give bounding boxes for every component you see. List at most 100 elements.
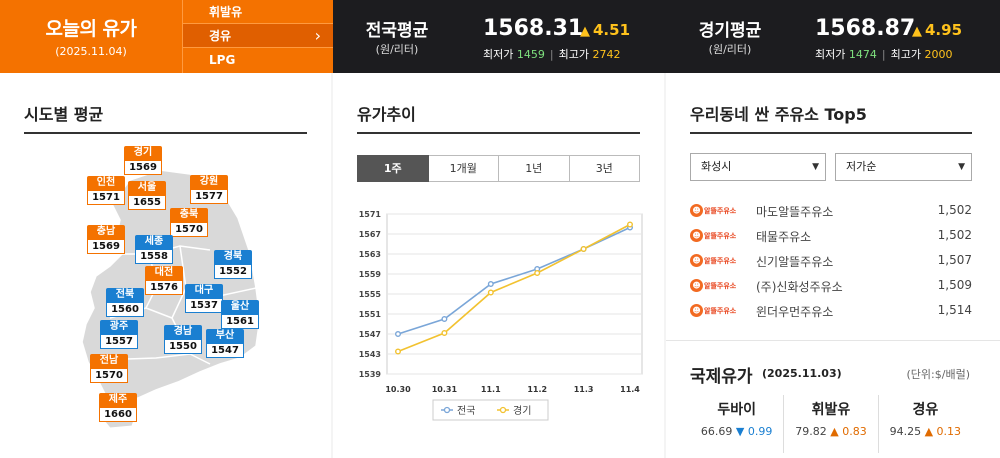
region-pin[interactable]: 세종 1558 — [135, 235, 173, 264]
region-pin-name: 전남 — [90, 354, 128, 368]
up-triangle-icon: ▲ — [830, 425, 839, 438]
region-select[interactable]: 화성시 ▼ — [690, 153, 826, 181]
region-pin-name: 경남 — [164, 325, 202, 339]
region-pin[interactable]: 제주 1660 — [99, 393, 137, 422]
legend-label: 전국 — [457, 405, 475, 417]
sort-select[interactable]: 저가순 ▼ — [835, 153, 972, 181]
station-name: 마도알뜰주유소 — [756, 205, 834, 219]
brand-name: 알뜰주유소 — [704, 232, 737, 240]
station-row[interactable]: ☻ 알뜰주유소 윈더우먼주유소 1,514 — [690, 301, 972, 326]
national-change-value: 4.51 — [593, 21, 631, 39]
data-point — [395, 330, 402, 337]
station-list: ☻ 알뜰주유소 마도알뜰주유소 1,502 ☻ 알뜰주유소 태물주유소 1,502 ☻ 알뜰주유소… — [690, 201, 972, 326]
tab-1-week[interactable]: 1주 — [357, 155, 429, 182]
station-price: 1,514 — [937, 303, 972, 317]
region-pin[interactable]: 경남 1550 — [164, 325, 202, 354]
region-pin[interactable]: 경기 1569 — [124, 146, 162, 175]
y-tick-label: 1555 — [359, 290, 382, 299]
tab-lpg[interactable]: LPG — [183, 48, 333, 72]
divider — [24, 132, 307, 134]
region-pin-name: 울산 — [221, 300, 259, 314]
station-row[interactable]: ☻ 알뜰주유소 태물주유소 1,502 — [690, 226, 972, 251]
top5-title: 우리동네 싼 주유소 Top5 — [690, 105, 867, 124]
intl-price-columns: 두바이 66.69 ▼ 0.99 휘발유 79.82 ▲ 0.83 경유 94.25 ▲ … — [690, 395, 972, 453]
up-triangle-icon: ▲ — [924, 425, 934, 438]
gyeonggi-unit: (원/리터) — [708, 43, 752, 56]
brand-logo: ☻ 알뜰주유소 — [690, 279, 736, 293]
legend-marker — [499, 406, 507, 414]
region-average-panel: 시도별 평균 경기 1569 인천 1571 서울 1655 강원 1577 충북 1570 충남 1… — [0, 73, 331, 458]
region-pin[interactable]: 인천 1571 — [87, 176, 125, 205]
tab-lpg-label: LPG — [209, 53, 236, 67]
region-pin[interactable]: 대전 1576 — [145, 266, 183, 295]
intl-price-value: 66.69 — [700, 425, 733, 438]
region-pin[interactable]: 울산 1561 — [221, 300, 259, 329]
today-price-box: 오늘의 유가 (2025.11.04) — [0, 0, 182, 73]
tab-1-year[interactable]: 1년 — [499, 155, 570, 182]
brand-name: 알뜰주유소 — [704, 257, 737, 265]
region-pin-value: 1537 — [185, 298, 223, 313]
international-oil-price: 국제유가 (2025.11.03) (단위:$/배럴) 두바이 66.69 ▼ 0… — [666, 340, 1000, 458]
region-pin-value: 1570 — [170, 222, 208, 237]
brand-logo: ☻ 알뜰주유소 — [690, 254, 736, 268]
region-pin[interactable]: 부산 1547 — [206, 329, 244, 358]
station-name: 태물주유소 — [756, 230, 812, 244]
region-pin[interactable]: 충북 1570 — [170, 208, 208, 237]
region-pin[interactable]: 경북 1552 — [214, 250, 252, 279]
tab-diesel[interactable]: 경유 › — [183, 24, 333, 48]
station-row[interactable]: ☻ 알뜰주유소 마도알뜰주유소 1,502 — [690, 201, 972, 226]
gyeonggi-average: 경기평균 (원/리터) 1568.87 ▲ 4.95 최저가 1474 | 최고가 2… — [666, 0, 1000, 73]
tab-3-year[interactable]: 3년 — [569, 155, 640, 182]
station-row[interactable]: ☻ 알뜰주유소 (주)신화성주유소 1,509 — [690, 276, 972, 301]
y-tick-label: 1547 — [359, 330, 381, 339]
region-pin-value: 1577 — [190, 189, 228, 204]
smile-icon: ☻ — [690, 229, 703, 242]
region-pin[interactable]: 광주 1557 — [100, 320, 138, 349]
data-point — [534, 269, 541, 276]
national-label: 전국평균 — [365, 21, 429, 41]
region-pin-name: 제주 — [99, 393, 137, 407]
intl-price-value: 79.82 — [795, 425, 827, 438]
y-tick-label: 1567 — [359, 230, 381, 239]
gyeonggi-min-label: 최저가 — [815, 48, 846, 61]
tab-gasoline[interactable]: 휘발유 — [183, 0, 333, 24]
region-pin-name: 인천 — [87, 176, 125, 190]
region-pin[interactable]: 서울 1655 — [128, 181, 166, 210]
intl-price-item: 두바이 66.69 ▼ 0.99 — [690, 395, 783, 453]
gyeonggi-label: 경기평균 — [698, 21, 762, 41]
gyeonggi-price: 1568.87 — [815, 16, 916, 41]
y-tick-label: 1571 — [359, 210, 382, 219]
national-max: 2742 — [592, 48, 621, 61]
tab-1-month[interactable]: 1개월 — [428, 155, 499, 182]
data-point — [487, 280, 494, 287]
region-pin-value: 1569 — [87, 239, 125, 254]
intl-date: (2025.11.03) — [762, 367, 842, 380]
region-pin[interactable]: 강원 1577 — [190, 175, 228, 204]
region-pin[interactable]: 전남 1570 — [90, 354, 128, 383]
legend-marker — [443, 406, 451, 414]
intl-price-item: 휘발유 79.82 ▲ 0.83 — [783, 395, 877, 453]
region-select-value: 화성시 — [701, 160, 732, 173]
smile-icon: ☻ — [690, 254, 703, 267]
station-row[interactable]: ☻ 알뜰주유소 신기알뜰주유소 1,507 — [690, 251, 972, 276]
intl-price-change: 0.99 — [744, 425, 773, 438]
up-triangle-icon: ▲ — [580, 24, 590, 39]
region-pin-name: 전북 — [106, 288, 144, 302]
brand-logo: ☻ 알뜰주유소 — [690, 204, 736, 218]
gyeonggi-change: ▲ 4.95 — [912, 21, 962, 39]
region-pin[interactable]: 대구 1537 — [185, 284, 223, 313]
period-tabs: 1주 1개월 1년 3년 — [357, 155, 640, 182]
up-triangle-icon: ▲ — [912, 24, 922, 39]
sort-select-value: 저가순 — [846, 160, 877, 173]
gyeonggi-change-value: 4.95 — [925, 21, 963, 39]
brand-logo: ☻ 알뜰주유소 — [690, 229, 736, 243]
region-pin-value: 1550 — [164, 339, 202, 354]
region-pin-value: 1561 — [221, 314, 259, 329]
region-pin[interactable]: 전북 1560 — [106, 288, 144, 317]
national-max-label: 최고가 — [558, 48, 589, 61]
x-tick-label: 11.4 — [620, 385, 640, 394]
fuel-type-tabs: 휘발유 경유 › LPG — [182, 0, 333, 73]
today-date: (2025.11.04) — [55, 45, 127, 58]
region-pin[interactable]: 충남 1569 — [87, 225, 125, 254]
x-tick-label: 11.2 — [527, 385, 547, 394]
